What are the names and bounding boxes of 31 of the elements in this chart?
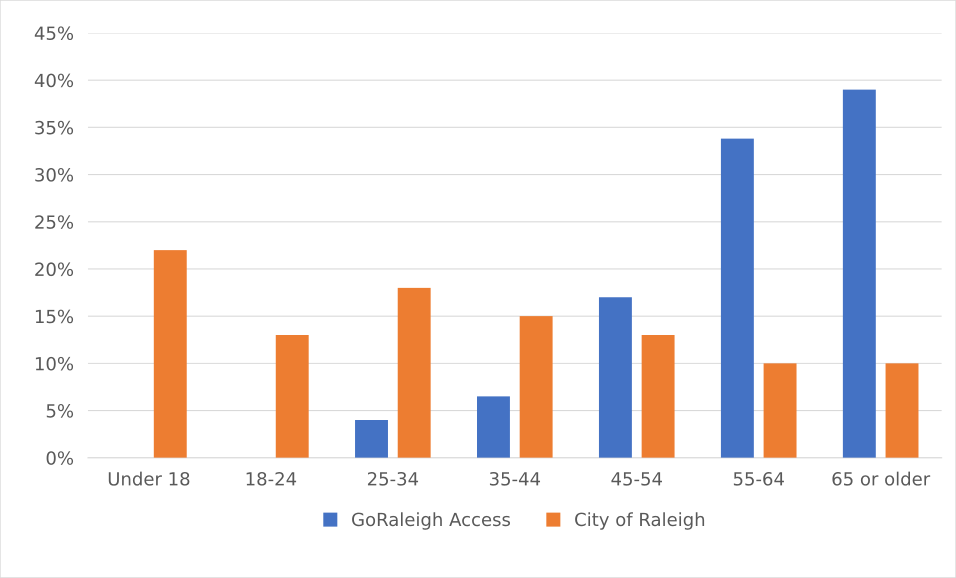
bar	[355, 420, 388, 458]
x-tick-label: Under 18	[108, 472, 190, 486]
bar	[520, 316, 553, 458]
y-tick-label: 45%	[34, 26, 74, 40]
y-tick-label: 5%	[46, 404, 74, 418]
bar	[477, 396, 510, 458]
x-tick-label: 45-54	[611, 472, 662, 486]
bar	[154, 250, 187, 458]
x-tick-label: 18-24	[246, 472, 296, 486]
bar	[398, 288, 431, 458]
bar	[842, 90, 876, 458]
legend-label: GoRaleigh Access	[352, 512, 510, 530]
bar	[764, 363, 797, 458]
bar	[276, 335, 309, 458]
y-tick-label: 20%	[35, 262, 74, 276]
x-tick-label: 65 or older	[832, 472, 930, 486]
y-tick-label: 10%	[36, 356, 74, 370]
bar	[642, 335, 675, 458]
y-tick-label: 0%	[46, 451, 74, 465]
bar	[598, 297, 632, 458]
bar	[720, 138, 754, 458]
y-tick-label: 15%	[36, 310, 74, 324]
y-tick-label: 40%	[34, 74, 74, 88]
x-tick-label: 25-34	[368, 472, 418, 486]
bar	[886, 363, 918, 458]
x-tick-label: 55-64	[734, 472, 784, 486]
y-tick-label: 25%	[35, 215, 74, 229]
y-tick-label: 35%	[35, 120, 74, 134]
legend-label: City of Raleigh	[575, 512, 704, 530]
y-tick-label: 30%	[35, 168, 74, 182]
x-tick-label: 35-44	[490, 472, 540, 486]
